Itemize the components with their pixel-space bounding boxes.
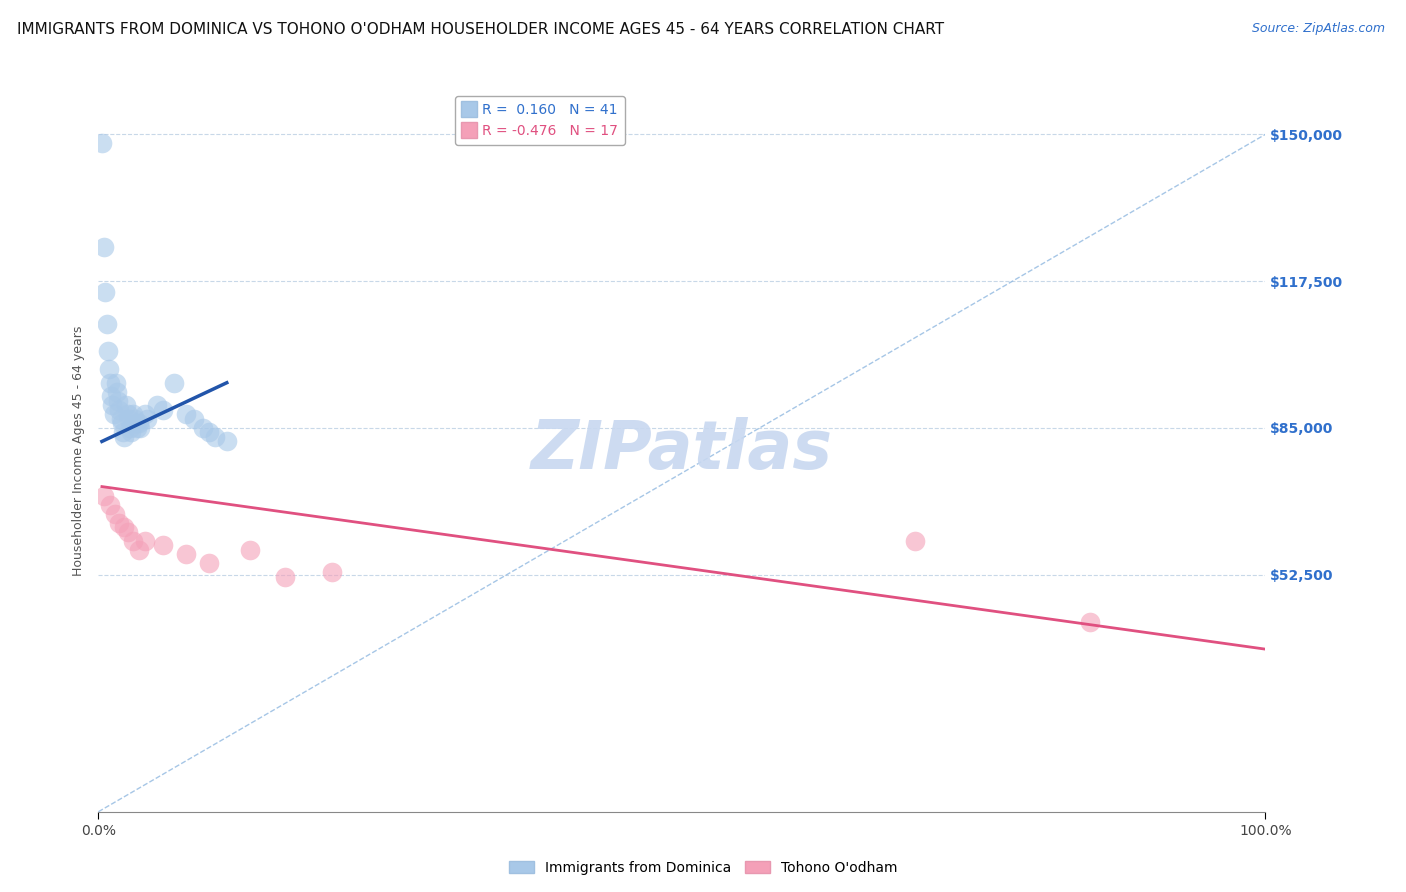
Point: [152, 402, 174, 417]
Point: [117, 524, 139, 539]
Point: [193, 421, 215, 435]
Point: [108, 402, 131, 417]
Point: [174, 547, 197, 561]
Text: IMMIGRANTS FROM DOMINICA VS TOHONO O'ODHAM HOUSEHOLDER INCOME AGES 45 - 64 YEARS: IMMIGRANTS FROM DOMINICA VS TOHONO O'ODH…: [17, 22, 943, 37]
Point: [124, 412, 146, 426]
Point: [152, 538, 174, 552]
Point: [215, 434, 238, 449]
Point: [183, 412, 205, 426]
Point: [125, 421, 148, 435]
Point: [122, 407, 145, 421]
Point: [101, 398, 124, 412]
Point: [134, 533, 156, 548]
Point: [93, 489, 115, 503]
Point: [98, 376, 121, 390]
Point: [96, 317, 118, 331]
Point: [97, 344, 120, 359]
Point: [174, 407, 197, 421]
Point: [112, 430, 135, 444]
Point: [117, 407, 139, 421]
Text: Source: ZipAtlas.com: Source: ZipAtlas.com: [1251, 22, 1385, 36]
Point: [107, 393, 129, 408]
Point: [104, 376, 127, 390]
Point: [904, 533, 927, 548]
Legend: R =  0.160   N = 41, R = -0.476   N = 17: R = 0.160 N = 41, R = -0.476 N = 17: [456, 96, 624, 145]
Point: [146, 398, 169, 412]
Point: [111, 425, 134, 440]
Point: [125, 417, 148, 431]
Point: [198, 425, 221, 440]
Point: [128, 417, 150, 431]
Point: [274, 570, 297, 584]
Point: [94, 285, 117, 300]
Point: [239, 542, 262, 557]
Point: [136, 412, 159, 426]
Point: [112, 520, 135, 534]
Point: [118, 412, 141, 426]
Point: [120, 425, 142, 440]
Point: [1080, 615, 1102, 629]
Point: [108, 516, 131, 530]
Point: [103, 407, 125, 421]
Point: [163, 376, 186, 390]
Point: [134, 407, 156, 421]
Point: [100, 389, 122, 403]
Point: [198, 557, 221, 571]
Point: [129, 421, 152, 435]
Point: [122, 533, 145, 548]
Point: [204, 430, 226, 444]
Point: [93, 240, 115, 254]
Point: [98, 498, 121, 512]
Point: [128, 542, 150, 557]
Point: [90, 136, 112, 151]
Point: [111, 417, 134, 431]
Point: [118, 421, 141, 435]
Point: [105, 384, 128, 399]
Point: [104, 507, 127, 521]
Text: ZIPatlas: ZIPatlas: [531, 417, 832, 483]
Legend: Immigrants from Dominica, Tohono O'odham: Immigrants from Dominica, Tohono O'odham: [503, 855, 903, 880]
Point: [97, 362, 120, 376]
Point: [115, 398, 138, 412]
Point: [110, 412, 132, 426]
Point: [321, 566, 343, 580]
Y-axis label: Householder Income Ages 45 - 64 years: Householder Income Ages 45 - 64 years: [72, 326, 86, 575]
